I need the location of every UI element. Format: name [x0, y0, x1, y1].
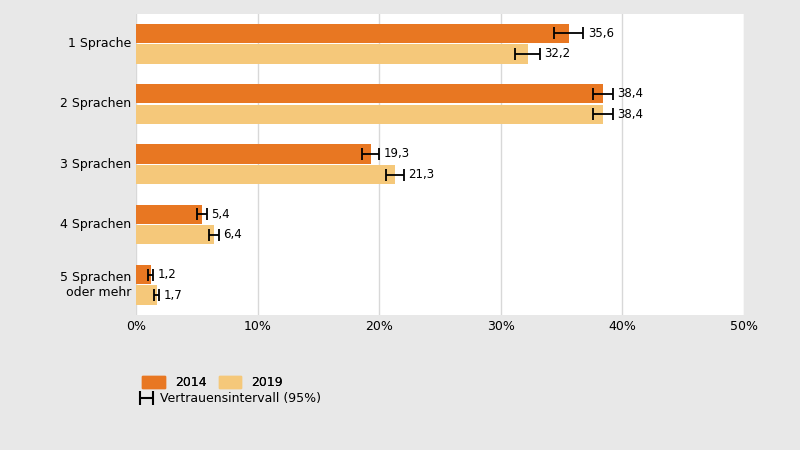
Text: 1,7: 1,7 [164, 288, 182, 302]
Text: 5,4: 5,4 [211, 208, 230, 221]
Text: 6,4: 6,4 [223, 228, 242, 241]
Bar [136, 44, 527, 63]
Text: 19,3: 19,3 [384, 148, 410, 161]
Text: 38,4: 38,4 [618, 108, 643, 121]
Bar [136, 265, 150, 284]
Text: 38,4: 38,4 [618, 87, 643, 100]
Text: 35,6: 35,6 [588, 27, 614, 40]
Text: 32,2: 32,2 [545, 47, 570, 60]
Bar [136, 165, 395, 184]
Text: 21,3: 21,3 [408, 168, 434, 181]
Bar [136, 144, 370, 164]
Bar [136, 285, 157, 305]
Text: Vertrauensintervall (95%): Vertrauensintervall (95%) [160, 392, 321, 405]
Bar [136, 205, 202, 224]
Bar [136, 225, 214, 244]
Bar [136, 104, 603, 124]
Bar [136, 24, 569, 43]
Bar [136, 84, 603, 104]
Text: 1,2: 1,2 [158, 268, 177, 281]
Legend: 2014, 2019: 2014, 2019 [142, 375, 283, 389]
